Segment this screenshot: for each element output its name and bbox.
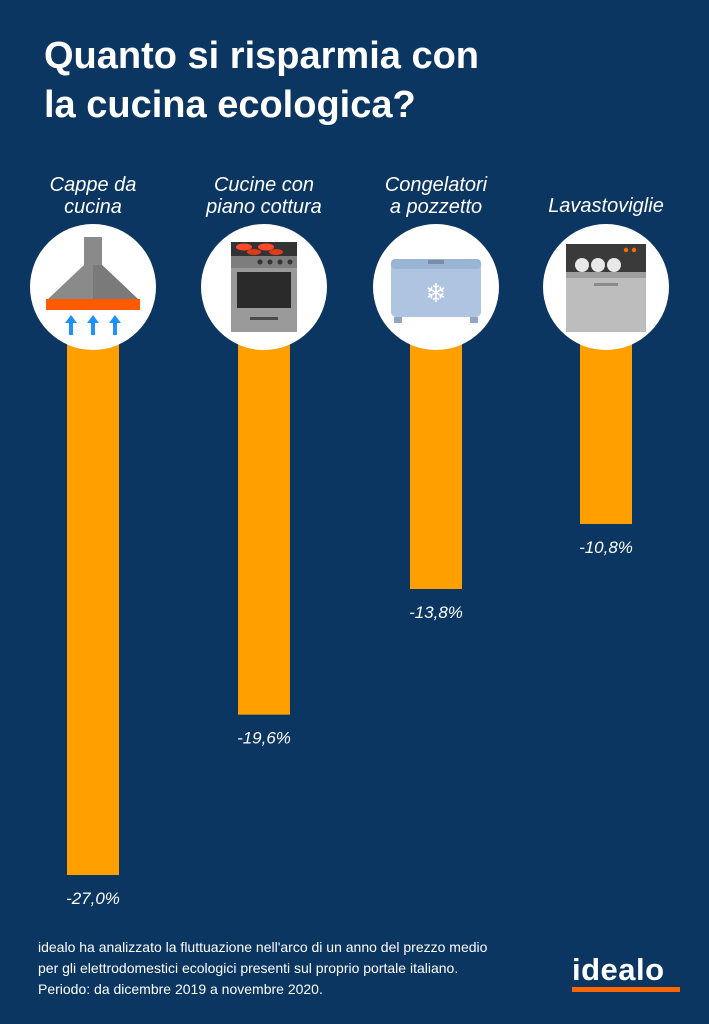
footnote-line-2: per gli elettrodomestici ecologici prese… (38, 960, 459, 976)
bar-1 (67, 290, 119, 875)
value-label-1: -27,0% (66, 889, 120, 908)
category-label-2-line-2: piano cottura (205, 196, 322, 218)
category-label-1-line-1: Cappe da (50, 174, 137, 196)
footnote: idealo ha analizzato la fluttuazione nel… (38, 937, 558, 1000)
category-label-2-line-1: Cucine con (214, 174, 314, 196)
title-line-1: Quanto si risparmia con (44, 35, 479, 77)
stove-oven-icon (231, 242, 297, 332)
category-label-3-line-1: Congelatori (385, 174, 488, 196)
footnote-line-1: idealo ha analizzato la fluttuazione nel… (38, 939, 488, 955)
category-label-4-line-1: Lavastoviglie (548, 195, 664, 217)
value-label-3: -13,8% (409, 603, 463, 622)
dishwasher-icon (566, 244, 646, 332)
page-title: Quanto si risparmia con la cucina ecolog… (44, 32, 664, 130)
title-line-2: la cucina ecologica? (44, 84, 416, 126)
idealo-logo[interactable]: idealo (572, 952, 665, 987)
bar-2 (238, 290, 290, 715)
category-label-3-line-2: a pozzetto (390, 196, 482, 218)
svg-text:❄: ❄ (425, 279, 447, 309)
footnote-line-3: Periodo: da dicembre 2019 a novembre 202… (38, 981, 323, 997)
category-label-1-line-2: cucina (64, 196, 122, 218)
bar-group-4: Lavastoviglie -10,8% (543, 195, 669, 557)
idealo-logo-underline (572, 987, 680, 992)
range-hood-icon (46, 237, 140, 335)
value-label-4: -10,8% (579, 538, 633, 557)
value-label-2: -19,6% (237, 729, 291, 748)
chest-freezer-icon: ❄ (391, 259, 481, 323)
